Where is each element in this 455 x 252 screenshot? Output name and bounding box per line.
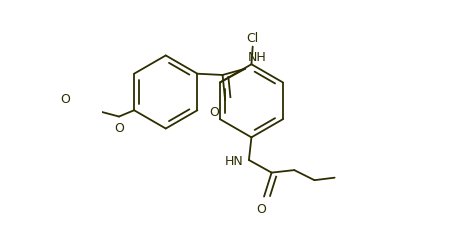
Text: Cl: Cl bbox=[247, 32, 259, 45]
Text: O: O bbox=[257, 203, 267, 216]
Text: HN: HN bbox=[225, 155, 244, 168]
Text: O: O bbox=[60, 93, 70, 106]
Text: O: O bbox=[209, 106, 219, 119]
Text: O: O bbox=[114, 122, 124, 135]
Text: NH: NH bbox=[248, 51, 267, 64]
